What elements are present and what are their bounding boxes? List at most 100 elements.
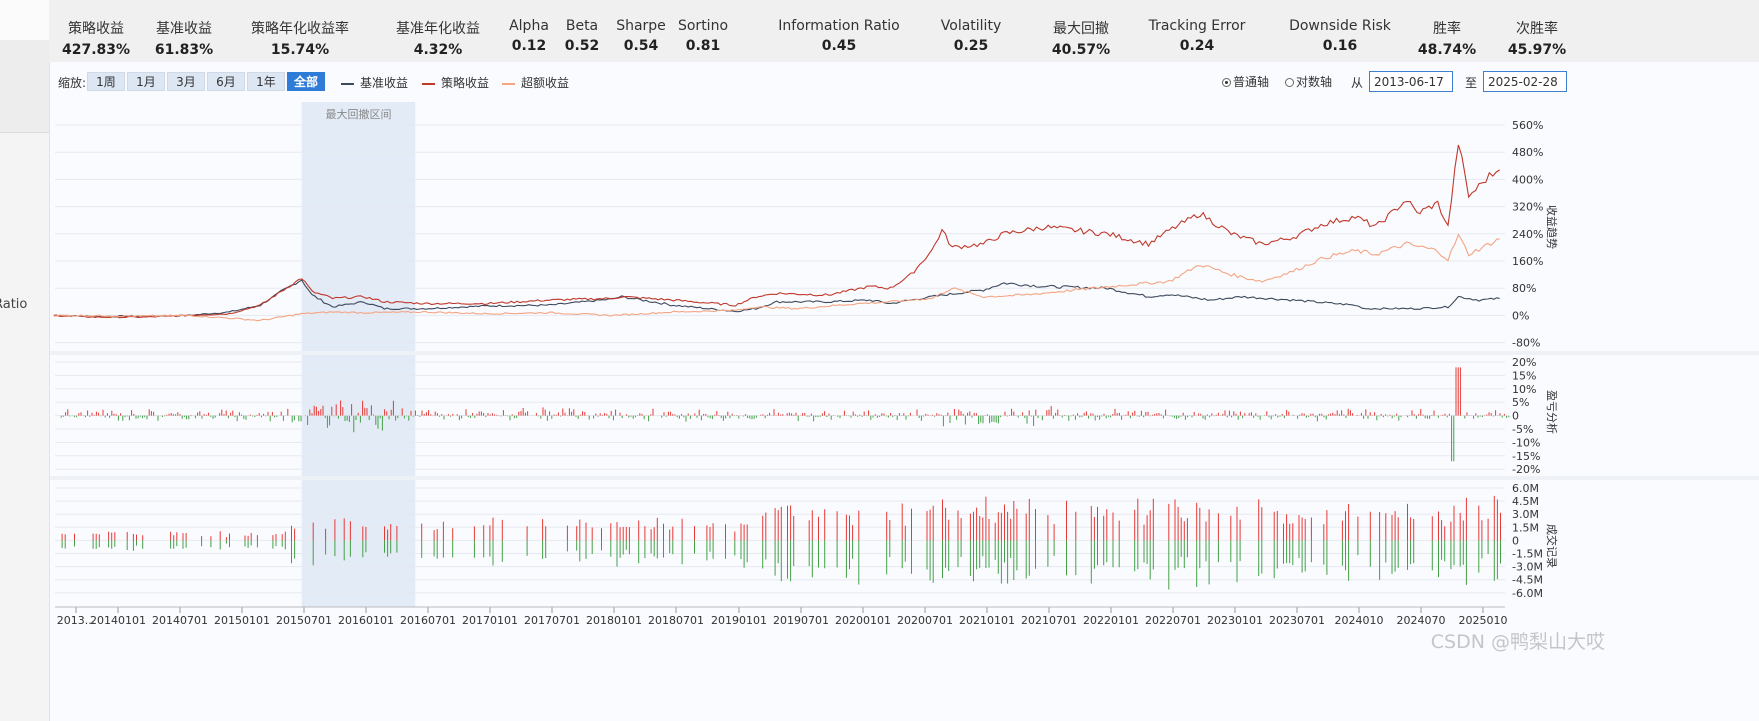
stat-value: 4.32% <box>413 42 463 58</box>
chart-toolbar: 缩放: 1周 1月 3月 6月 1年 全部 基准收益 策略收益 超额收益 普通轴 对数轴 … <box>50 62 1759 102</box>
stat-value: 0.12 <box>511 38 547 54</box>
stat-value: 0.81 <box>685 38 721 54</box>
x-tick-label: 20160701 <box>400 614 456 627</box>
returns-axis-title: 收益趋势 <box>1545 205 1559 249</box>
drawdown-band-label: 最大回撤区间 <box>325 107 391 121</box>
zoom-button-3[interactable]: 6月 <box>207 72 245 91</box>
x-tick-label: 2013... <box>57 614 95 627</box>
trades-tick-label: -6.0M <box>1512 587 1543 600</box>
stat-value: 0.54 <box>623 38 659 54</box>
trades-tick-label: 6.0M <box>1512 482 1539 495</box>
stat-value: 48.74% <box>1417 42 1477 58</box>
series-strategy-line <box>53 144 1500 319</box>
left-panel-top <box>0 0 49 41</box>
to-date-input[interactable] <box>1483 71 1567 92</box>
stat-label: 次胜率 <box>1516 21 1558 37</box>
x-tick-label: 20190701 <box>773 614 829 627</box>
stat-value: 0.25 <box>953 38 989 54</box>
pnl-tick-label: 5% <box>1512 396 1529 409</box>
zoom-button-0[interactable]: 1周 <box>87 72 125 91</box>
trades-tick-label: -1.5M <box>1512 548 1543 561</box>
radio-linear-axis[interactable]: 普通轴 <box>1222 73 1269 90</box>
legend-benchmark-label: 基准收益 <box>360 76 409 90</box>
series-excess-line <box>53 233 1500 322</box>
zoom-label: 缩放: <box>58 76 87 90</box>
stat-label: Volatility <box>940 18 1002 34</box>
radio-log-axis[interactable]: 对数轴 <box>1285 73 1332 90</box>
stat-1: 基准收益 61.83% <box>155 0 213 58</box>
stat-14: 次胜率 45.97% <box>1508 0 1566 58</box>
x-tick-label: 2024010 <box>1335 614 1384 627</box>
returns-tick-label: 0% <box>1512 309 1529 322</box>
legend-excess[interactable]: 超额收益 <box>502 74 569 91</box>
x-tick-label: 20200701 <box>897 614 953 627</box>
stat-label: 最大回撤 <box>1053 21 1109 37</box>
panel-separator-1 <box>50 351 1759 355</box>
trades-tick-label: 1.5M <box>1512 521 1539 534</box>
zoom-button-2[interactable]: 3月 <box>167 72 205 91</box>
stat-label: 基准年化收益 <box>396 21 480 37</box>
stat-value: 427.83% <box>61 42 131 58</box>
x-tick-label: 2024070 <box>1397 614 1446 627</box>
legend-benchmark[interactable]: 基准收益 <box>341 74 408 91</box>
legend-swatch-excess <box>502 82 515 85</box>
trades-tick-label: -4.5M <box>1512 574 1543 587</box>
stats-bar: 策略收益 427.83% 基准收益 61.83% 策略年化收益率 15.74% 基准年化收益… <box>49 0 1759 62</box>
x-tick-label: 20230701 <box>1269 614 1325 627</box>
pnl-tick-label: 15% <box>1512 369 1536 382</box>
x-tick-label: 20170101 <box>462 614 518 627</box>
stat-5: Beta 0.52 <box>565 0 600 54</box>
x-tick-label: 20210101 <box>959 614 1015 627</box>
x-tick-label: 20220101 <box>1083 614 1139 627</box>
x-tick-label: 20220701 <box>1145 614 1201 627</box>
radio-linear-label: 普通轴 <box>1233 75 1270 89</box>
pnl-tick-label: 10% <box>1512 383 1536 396</box>
zoom-button-4[interactable]: 1年 <box>247 72 285 91</box>
pnl-tick-label: -5% <box>1512 423 1533 436</box>
stat-value: 0.45 <box>821 38 857 54</box>
stat-8: Information Ratio 0.45 <box>778 0 899 54</box>
legend-strategy[interactable]: 策略收益 <box>422 74 489 91</box>
pnl-profit-bars <box>65 367 1505 416</box>
x-tick-label: 20150701 <box>276 614 332 627</box>
x-tick-label: 20140701 <box>152 614 208 627</box>
legend-swatch-benchmark <box>341 82 354 85</box>
stat-6: Sharpe 0.54 <box>616 0 666 54</box>
zoom-button-5[interactable]: 全部 <box>287 72 325 91</box>
stat-2: 策略年化收益率 15.74% <box>251 0 349 58</box>
zoom-button-1[interactable]: 1月 <box>127 72 165 91</box>
returns-tick-label: 400% <box>1512 173 1543 186</box>
from-date-input[interactable] <box>1369 71 1453 92</box>
returns-tick-label: 160% <box>1512 255 1543 268</box>
watermark: CSDN @鸭梨山大哎 <box>1431 631 1605 653</box>
x-tick-label: 20160101 <box>338 614 394 627</box>
stat-0: 策略收益 427.83% <box>62 0 130 58</box>
pnl-axis-title: 盈亏分析 <box>1545 390 1559 434</box>
stat-value: 40.57% <box>1051 42 1111 58</box>
stat-value: 0.16 <box>1322 38 1358 54</box>
stat-13: 胜率 48.74% <box>1418 0 1476 58</box>
left-panel-band <box>0 40 49 133</box>
x-tick-label: 20200101 <box>835 614 891 627</box>
stat-label: Tracking Error <box>1148 18 1246 34</box>
stat-label: 策略年化收益率 <box>251 21 349 37</box>
pnl-tick-label: 0 <box>1512 410 1519 423</box>
chart-svg: 最大回撤区间 560% 480% 400% 320% 240% 160% 80% 0% -80% 2… <box>50 102 1759 653</box>
trades-axis-title: 成交记录 <box>1545 524 1559 568</box>
stat-label: 胜率 <box>1433 21 1461 37</box>
to-label: 至 <box>1465 76 1478 90</box>
pnl-tick-label: -15% <box>1512 450 1540 463</box>
stat-label: Beta <box>565 18 599 34</box>
from-label: 从 <box>1351 76 1364 90</box>
returns-tick-label: -80% <box>1512 337 1540 350</box>
stat-value: 0.52 <box>564 38 600 54</box>
stat-label: Alpha <box>509 18 549 34</box>
stat-label: 基准收益 <box>156 21 212 37</box>
stat-value: 15.74% <box>270 42 330 58</box>
stat-4: Alpha 0.12 <box>509 0 549 54</box>
trades-tick-label: 4.5M <box>1512 495 1539 508</box>
stat-12: Downside Risk 0.16 <box>1289 0 1391 54</box>
trades-tick-label: 3.0M <box>1512 508 1539 521</box>
stat-label: Information Ratio <box>778 18 900 34</box>
returns-tick-label: 80% <box>1512 282 1536 295</box>
